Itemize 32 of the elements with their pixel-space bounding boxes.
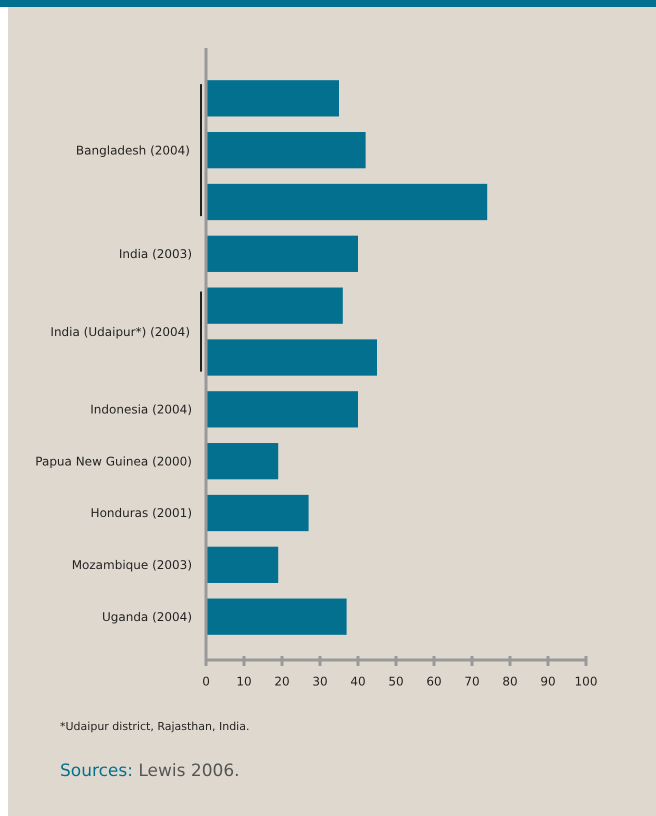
- y-tick-label: Mozambique (2003): [72, 558, 192, 572]
- bar: [206, 184, 488, 220]
- bar: [206, 288, 343, 324]
- y-tick-label: India (2003): [118, 247, 192, 262]
- bar: [206, 598, 347, 635]
- y-tick-label: India (Udaipur*) (2004): [50, 324, 190, 339]
- bar: [206, 443, 278, 480]
- x-tick-label: 10: [236, 674, 252, 688]
- bar: [206, 391, 358, 428]
- bar: [206, 494, 309, 532]
- x-tick-label: 70: [464, 674, 480, 688]
- bar: [206, 80, 339, 116]
- y-tick-label: Papua New Guinea (2000): [35, 454, 192, 468]
- x-tick-label: 60: [426, 674, 442, 688]
- y-tick-label: Indonesia (2004): [90, 402, 192, 417]
- x-tick-label: 30: [312, 674, 328, 688]
- bar: [206, 546, 278, 583]
- x-tick-label: 100: [574, 674, 598, 688]
- x-tick-label: 40: [350, 674, 366, 688]
- x-tick-label: 50: [388, 674, 404, 688]
- text: *Udaipur district, Rajasthan, India.: [60, 720, 250, 733]
- y-tick-label: Bangladesh (2004): [76, 143, 190, 158]
- bar: [206, 132, 366, 168]
- x-tick-label: 90: [540, 674, 556, 688]
- bar: [206, 236, 358, 272]
- bar: [206, 339, 377, 376]
- y-tick-label: Uganda (2004): [102, 610, 192, 624]
- y-tick-label: Honduras (2001): [90, 506, 192, 520]
- x-tick-label: 80: [502, 674, 518, 688]
- x-tick-label: 0: [202, 674, 210, 688]
- x-tick-label: 20: [274, 674, 290, 688]
- source-note: Sources: Lewis 2006.: [60, 761, 240, 781]
